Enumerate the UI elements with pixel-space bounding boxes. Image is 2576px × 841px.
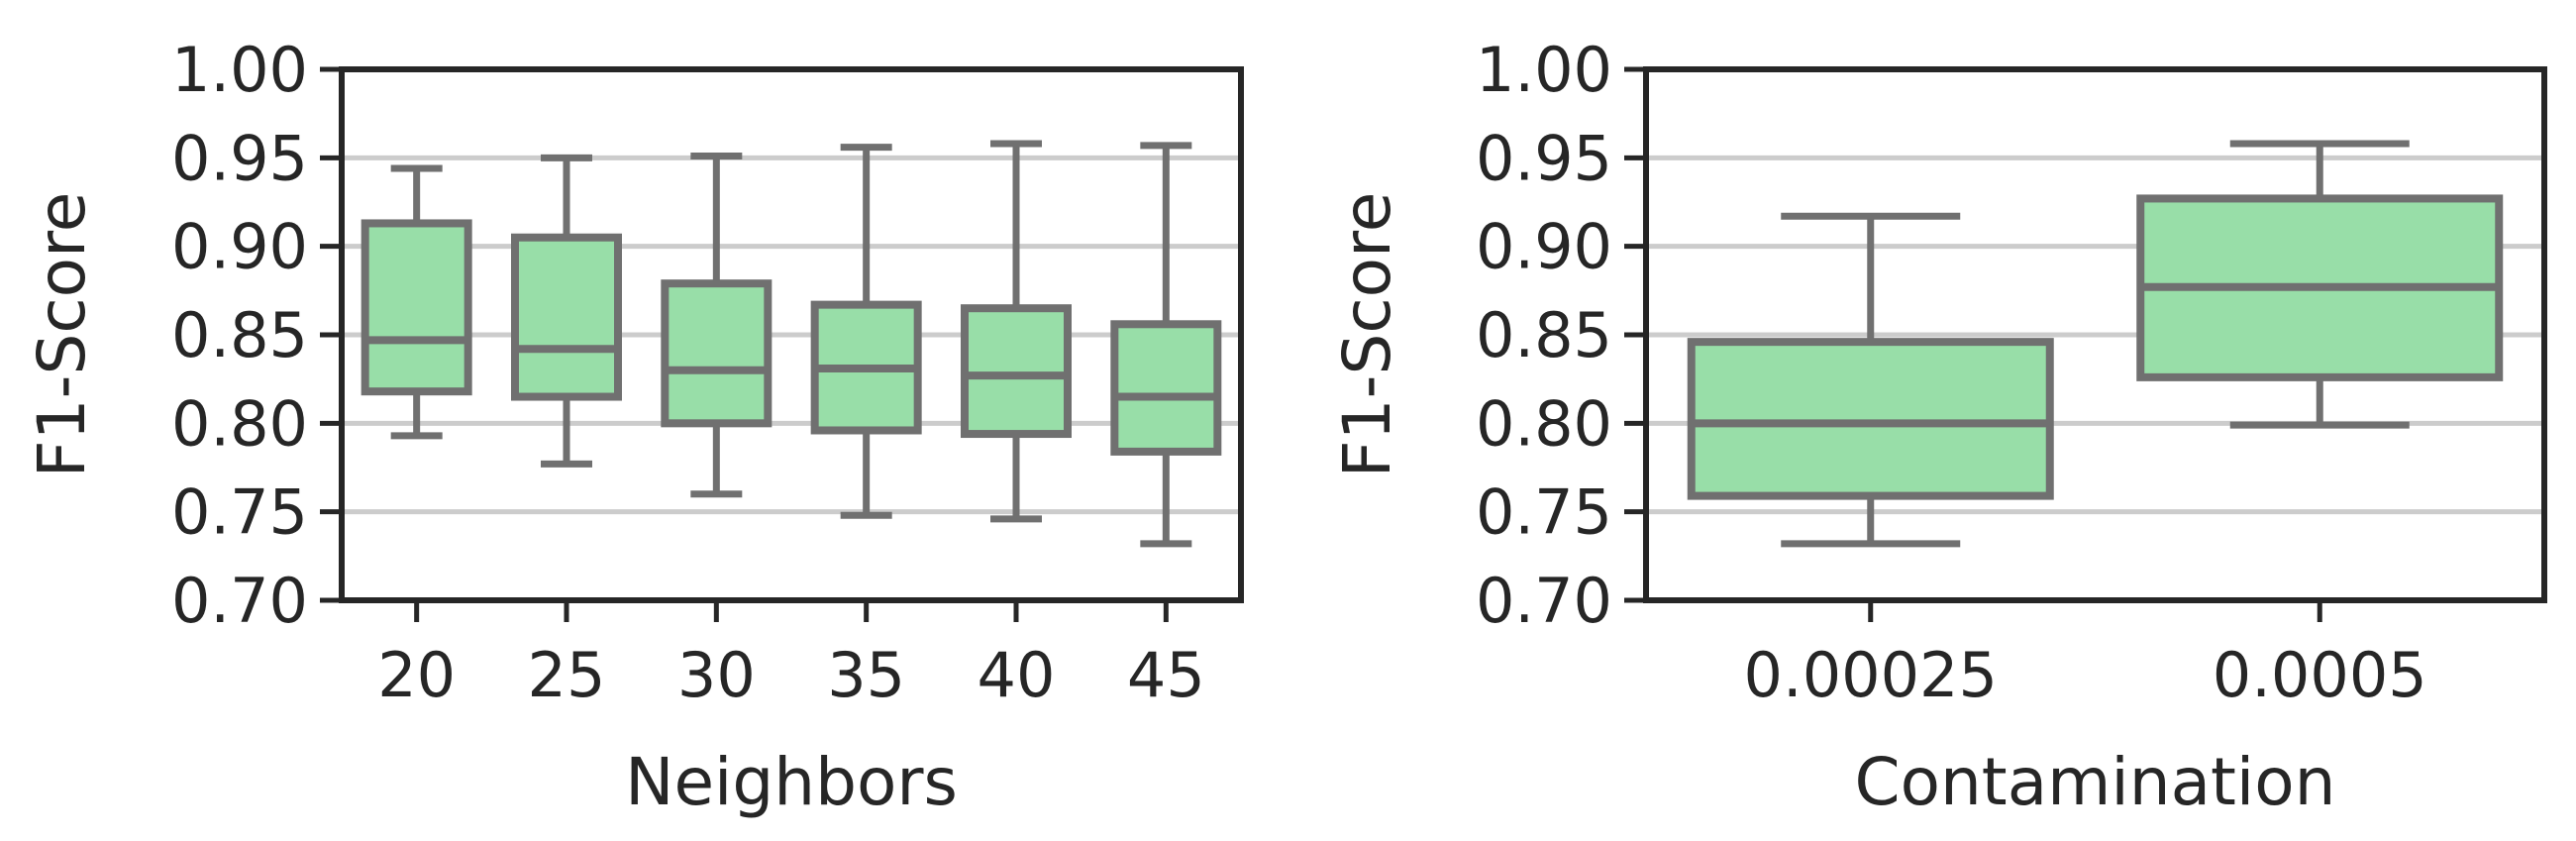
y-tick-label: 0.80	[171, 387, 308, 460]
y-tick-label: 0.95	[1476, 122, 1612, 194]
iqr-box	[511, 233, 622, 401]
y-tick-label: 0.75	[1476, 476, 1612, 549]
x-axis-label: Neighbors	[625, 744, 958, 820]
y-tick-label: 0.90	[1476, 211, 1612, 283]
y-tick-label: 1.00	[171, 34, 308, 106]
y-tick-label: 0.70	[1476, 565, 1612, 637]
x-tick-label: 35	[827, 639, 905, 711]
x-tick-label: 45	[1127, 639, 1205, 711]
neighbors-boxplot-panel: 0.70 0.75 0.80 0.85 0.90 0.95 1.00 20 25 30 35 40 45…	[24, 34, 1244, 820]
box-45	[1110, 142, 1222, 548]
y-tick-label: 0.85	[171, 299, 308, 371]
x-tick-label: 20	[377, 639, 456, 711]
x-axis-label: Contamination	[1855, 744, 2336, 820]
y-tick-label: 1.00	[1476, 34, 1612, 106]
x-tick-label: 0.00025	[1744, 639, 1998, 711]
x-tick-label: 25	[528, 639, 606, 711]
contamination-boxplot-panel: 0.70 0.75 0.80 0.85 0.90 0.95 1.00 0.00025 0.000…	[1329, 34, 2547, 820]
iqr-box	[1687, 338, 2054, 500]
box-20	[361, 164, 472, 440]
box-25	[511, 154, 622, 468]
box-0.00025	[1687, 212, 2054, 548]
x-tick-label: 0.0005	[2213, 639, 2427, 711]
y-axis-label: F1-Score	[1329, 192, 1405, 478]
box-0.0005	[2136, 140, 2504, 429]
x-tick-label: 40	[978, 639, 1056, 711]
iqr-box	[961, 304, 1072, 439]
y-axis-label: F1-Score	[24, 192, 100, 478]
y-tick-label: 0.90	[171, 211, 308, 283]
x-tick-label: 30	[677, 639, 756, 711]
y-tick-label: 0.75	[171, 476, 308, 549]
iqr-box	[661, 279, 773, 428]
y-tick-label: 0.85	[1476, 299, 1612, 371]
box-35	[810, 144, 922, 519]
y-tick-label: 0.95	[171, 122, 308, 194]
box-30	[661, 153, 773, 498]
box-40	[961, 140, 1072, 523]
y-tick-label: 0.80	[1476, 387, 1612, 460]
iqr-box	[361, 219, 472, 396]
plot-frame	[1643, 66, 2547, 603]
plot-frame	[339, 66, 1244, 603]
y-tick-label: 0.70	[171, 565, 308, 637]
iqr-box	[1110, 320, 1222, 456]
